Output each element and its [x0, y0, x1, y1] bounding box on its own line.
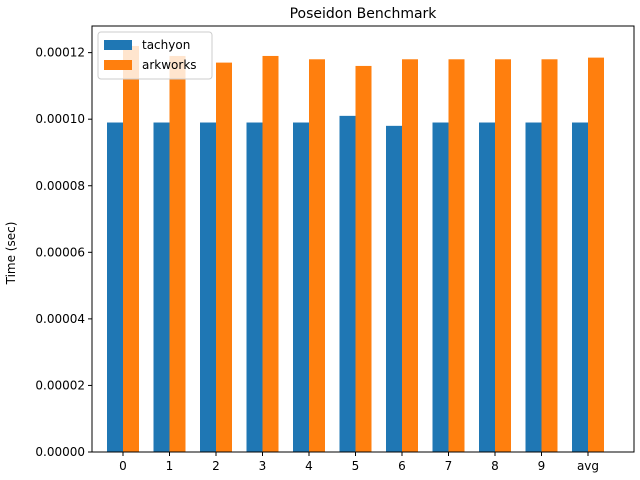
bar-tachyon-9: [525, 122, 542, 452]
y-axis-label: Time (sec): [4, 222, 18, 286]
bar-arkworks-3: [262, 55, 279, 452]
x-tick-label: 8: [491, 459, 499, 473]
bar-tachyon-8: [479, 122, 495, 452]
bar-tachyon-2: [200, 122, 216, 452]
bar-tachyon-1: [153, 122, 170, 452]
bar-tachyon-0: [107, 122, 123, 452]
x-tick-label: 2: [212, 459, 220, 473]
y-tick-label: 0.00000: [35, 445, 85, 459]
bars-group: [107, 45, 604, 452]
bar-tachyon-3: [246, 122, 263, 452]
bar-tachyon-4: [293, 122, 309, 452]
x-tick-label: 1: [166, 459, 174, 473]
bar-arkworks-8: [495, 59, 511, 452]
bar-arkworks-avg: [588, 57, 604, 452]
legend-label-arkworks: arkworks: [142, 58, 197, 72]
bar-tachyon-6: [386, 125, 402, 452]
y-tick-label: 0.00010: [35, 112, 85, 126]
y-tick-label: 0.00008: [35, 179, 85, 193]
x-tick-label: 3: [259, 459, 267, 473]
bar-tachyon-5: [339, 115, 356, 452]
x-tick-label: 4: [305, 459, 313, 473]
bar-arkworks-2: [216, 62, 232, 452]
legend-label-tachyon: tachyon: [142, 38, 190, 52]
bar-tachyon-7: [432, 122, 449, 452]
x-tick-label: 9: [538, 459, 546, 473]
y-tick-label: 0.00006: [35, 245, 85, 259]
bar-arkworks-4: [309, 59, 325, 452]
y-tick-label: 0.00012: [35, 46, 85, 60]
bar-arkworks-0: [123, 45, 139, 452]
legend: tachyon arkworks: [97, 31, 213, 80]
legend-swatch-tachyon: [104, 40, 132, 50]
bar-arkworks-1: [169, 55, 186, 452]
x-tick-label: 6: [398, 459, 406, 473]
x-tick-label: 7: [445, 459, 453, 473]
plot-frame: [91, 25, 635, 453]
y-tick-label: 0.00004: [35, 312, 85, 326]
x-tick-label: 0: [119, 459, 127, 473]
bar-arkworks-6: [402, 59, 418, 452]
legend-swatch-arkworks: [104, 60, 132, 70]
ticks-group: 0 1 2 3 4 5 6 7 8 9 avg 0.00000 0.00002 0.00004 0.0000…: [35, 46, 599, 473]
bar-arkworks-9: [541, 59, 558, 452]
bar-tachyon-avg: [572, 122, 588, 452]
bar-arkworks-5: [355, 65, 372, 452]
x-tick-label: 5: [352, 459, 360, 473]
chart-title: Poseidon Benchmark: [290, 6, 438, 22]
bar-arkworks-7: [448, 59, 465, 452]
y-tick-label: 0.00002: [35, 378, 85, 392]
x-tick-label: avg: [577, 459, 599, 473]
